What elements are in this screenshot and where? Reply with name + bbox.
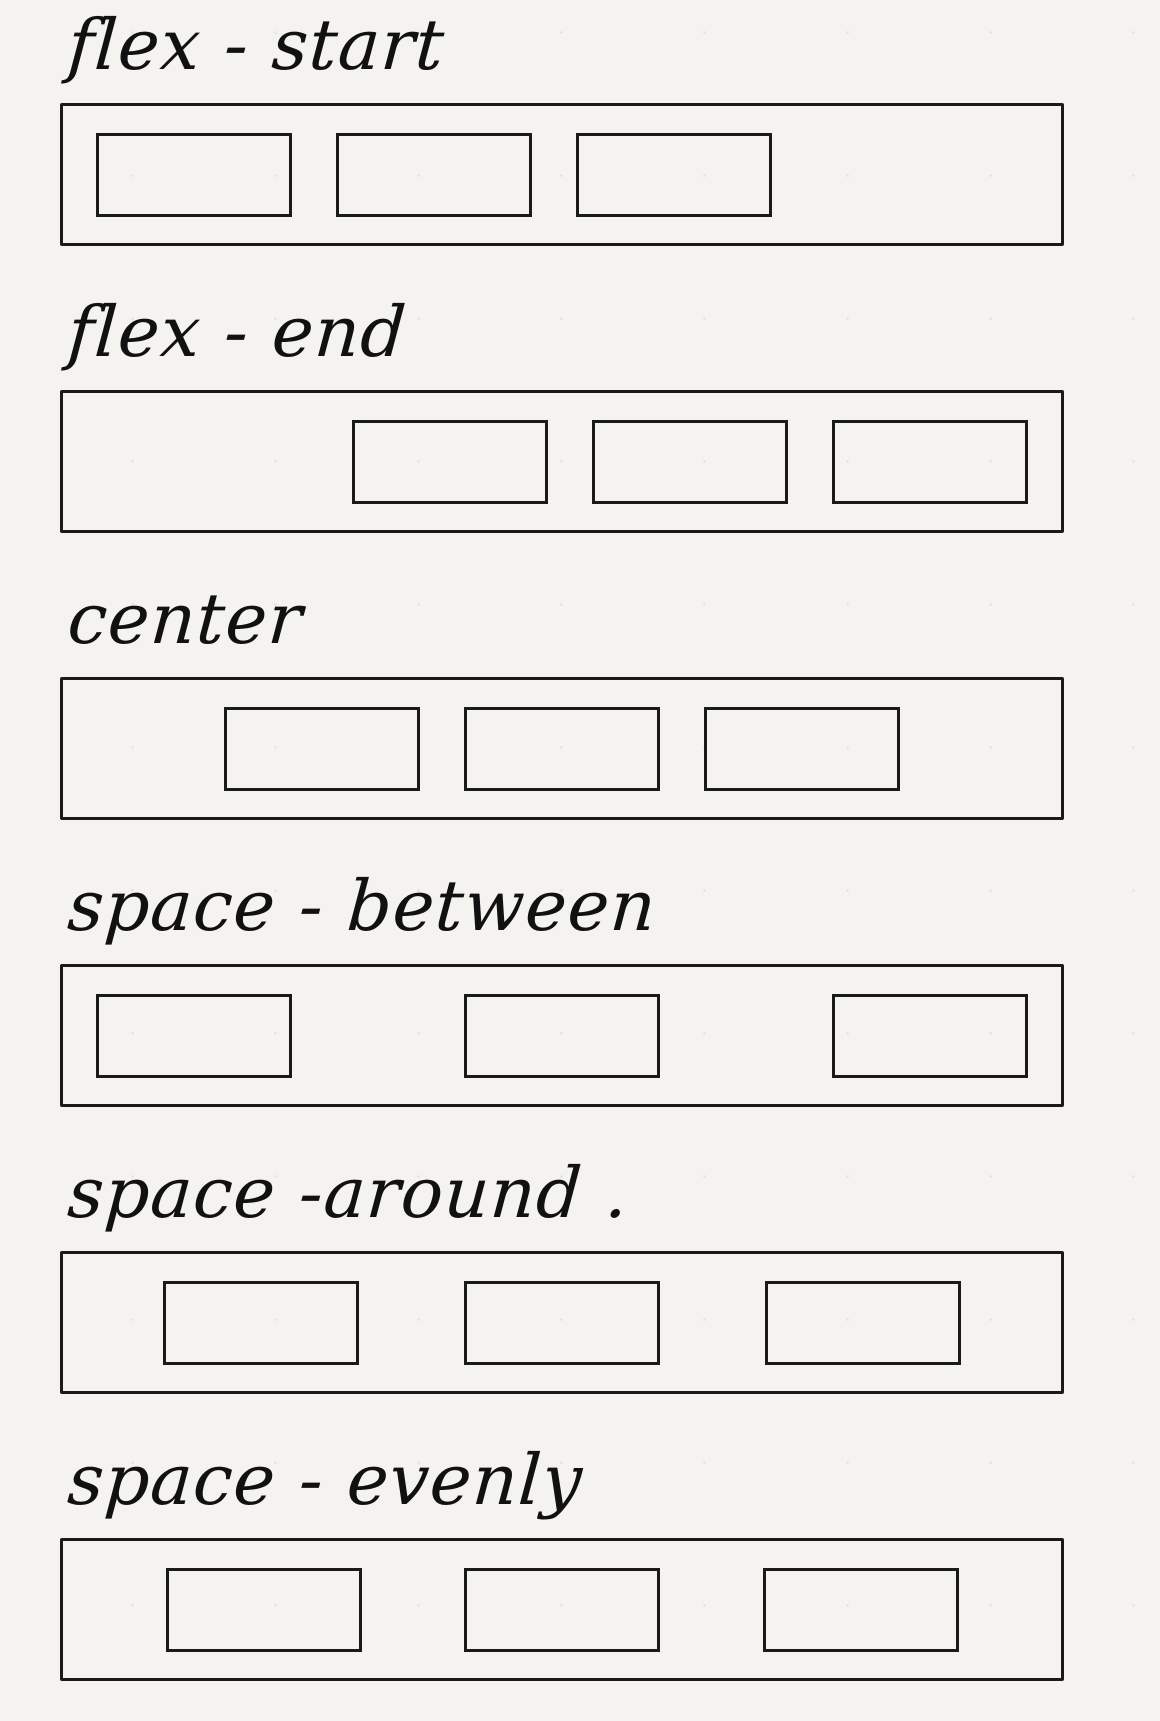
section-label: flex - start: [65, 4, 448, 86]
flex-container: [60, 1251, 1064, 1394]
flex-container: [60, 1538, 1064, 1681]
flex-container: [60, 390, 1064, 533]
flex-item: [224, 706, 420, 791]
section-label: center: [65, 578, 306, 660]
flex-item: [96, 132, 292, 217]
flex-item: [163, 1280, 360, 1365]
flex-item: [464, 706, 660, 791]
section-flex-start: flex - start: [0, 0, 1160, 286]
flex-item: [165, 1567, 362, 1652]
section-center: center: [0, 574, 1160, 860]
flex-item: [592, 419, 788, 504]
flex-item: [463, 1280, 660, 1365]
flex-item: [576, 132, 772, 217]
section-label: space - evenly: [65, 1439, 586, 1521]
flex-item: [352, 419, 548, 504]
section-space-around: space -around .: [0, 1148, 1160, 1434]
section-space-evenly: space - evenly: [0, 1435, 1160, 1721]
flex-item: [96, 993, 292, 1078]
flex-item: [464, 1567, 660, 1652]
section-flex-end: flex - end: [0, 287, 1160, 573]
flex-item: [832, 993, 1028, 1078]
flex-item: [832, 419, 1028, 504]
flex-container: [60, 677, 1064, 820]
flex-item: [464, 993, 660, 1078]
flex-item: [704, 706, 900, 791]
section-label: space - between: [65, 865, 660, 947]
section-space-between: space - between: [0, 861, 1160, 1147]
flex-item: [762, 1567, 959, 1652]
section-label: space -around .: [65, 1152, 632, 1234]
section-label: flex - end: [65, 291, 410, 373]
flex-item: [336, 132, 532, 217]
flex-container: [60, 964, 1064, 1107]
flex-container: [60, 103, 1064, 246]
flex-item: [764, 1280, 961, 1365]
